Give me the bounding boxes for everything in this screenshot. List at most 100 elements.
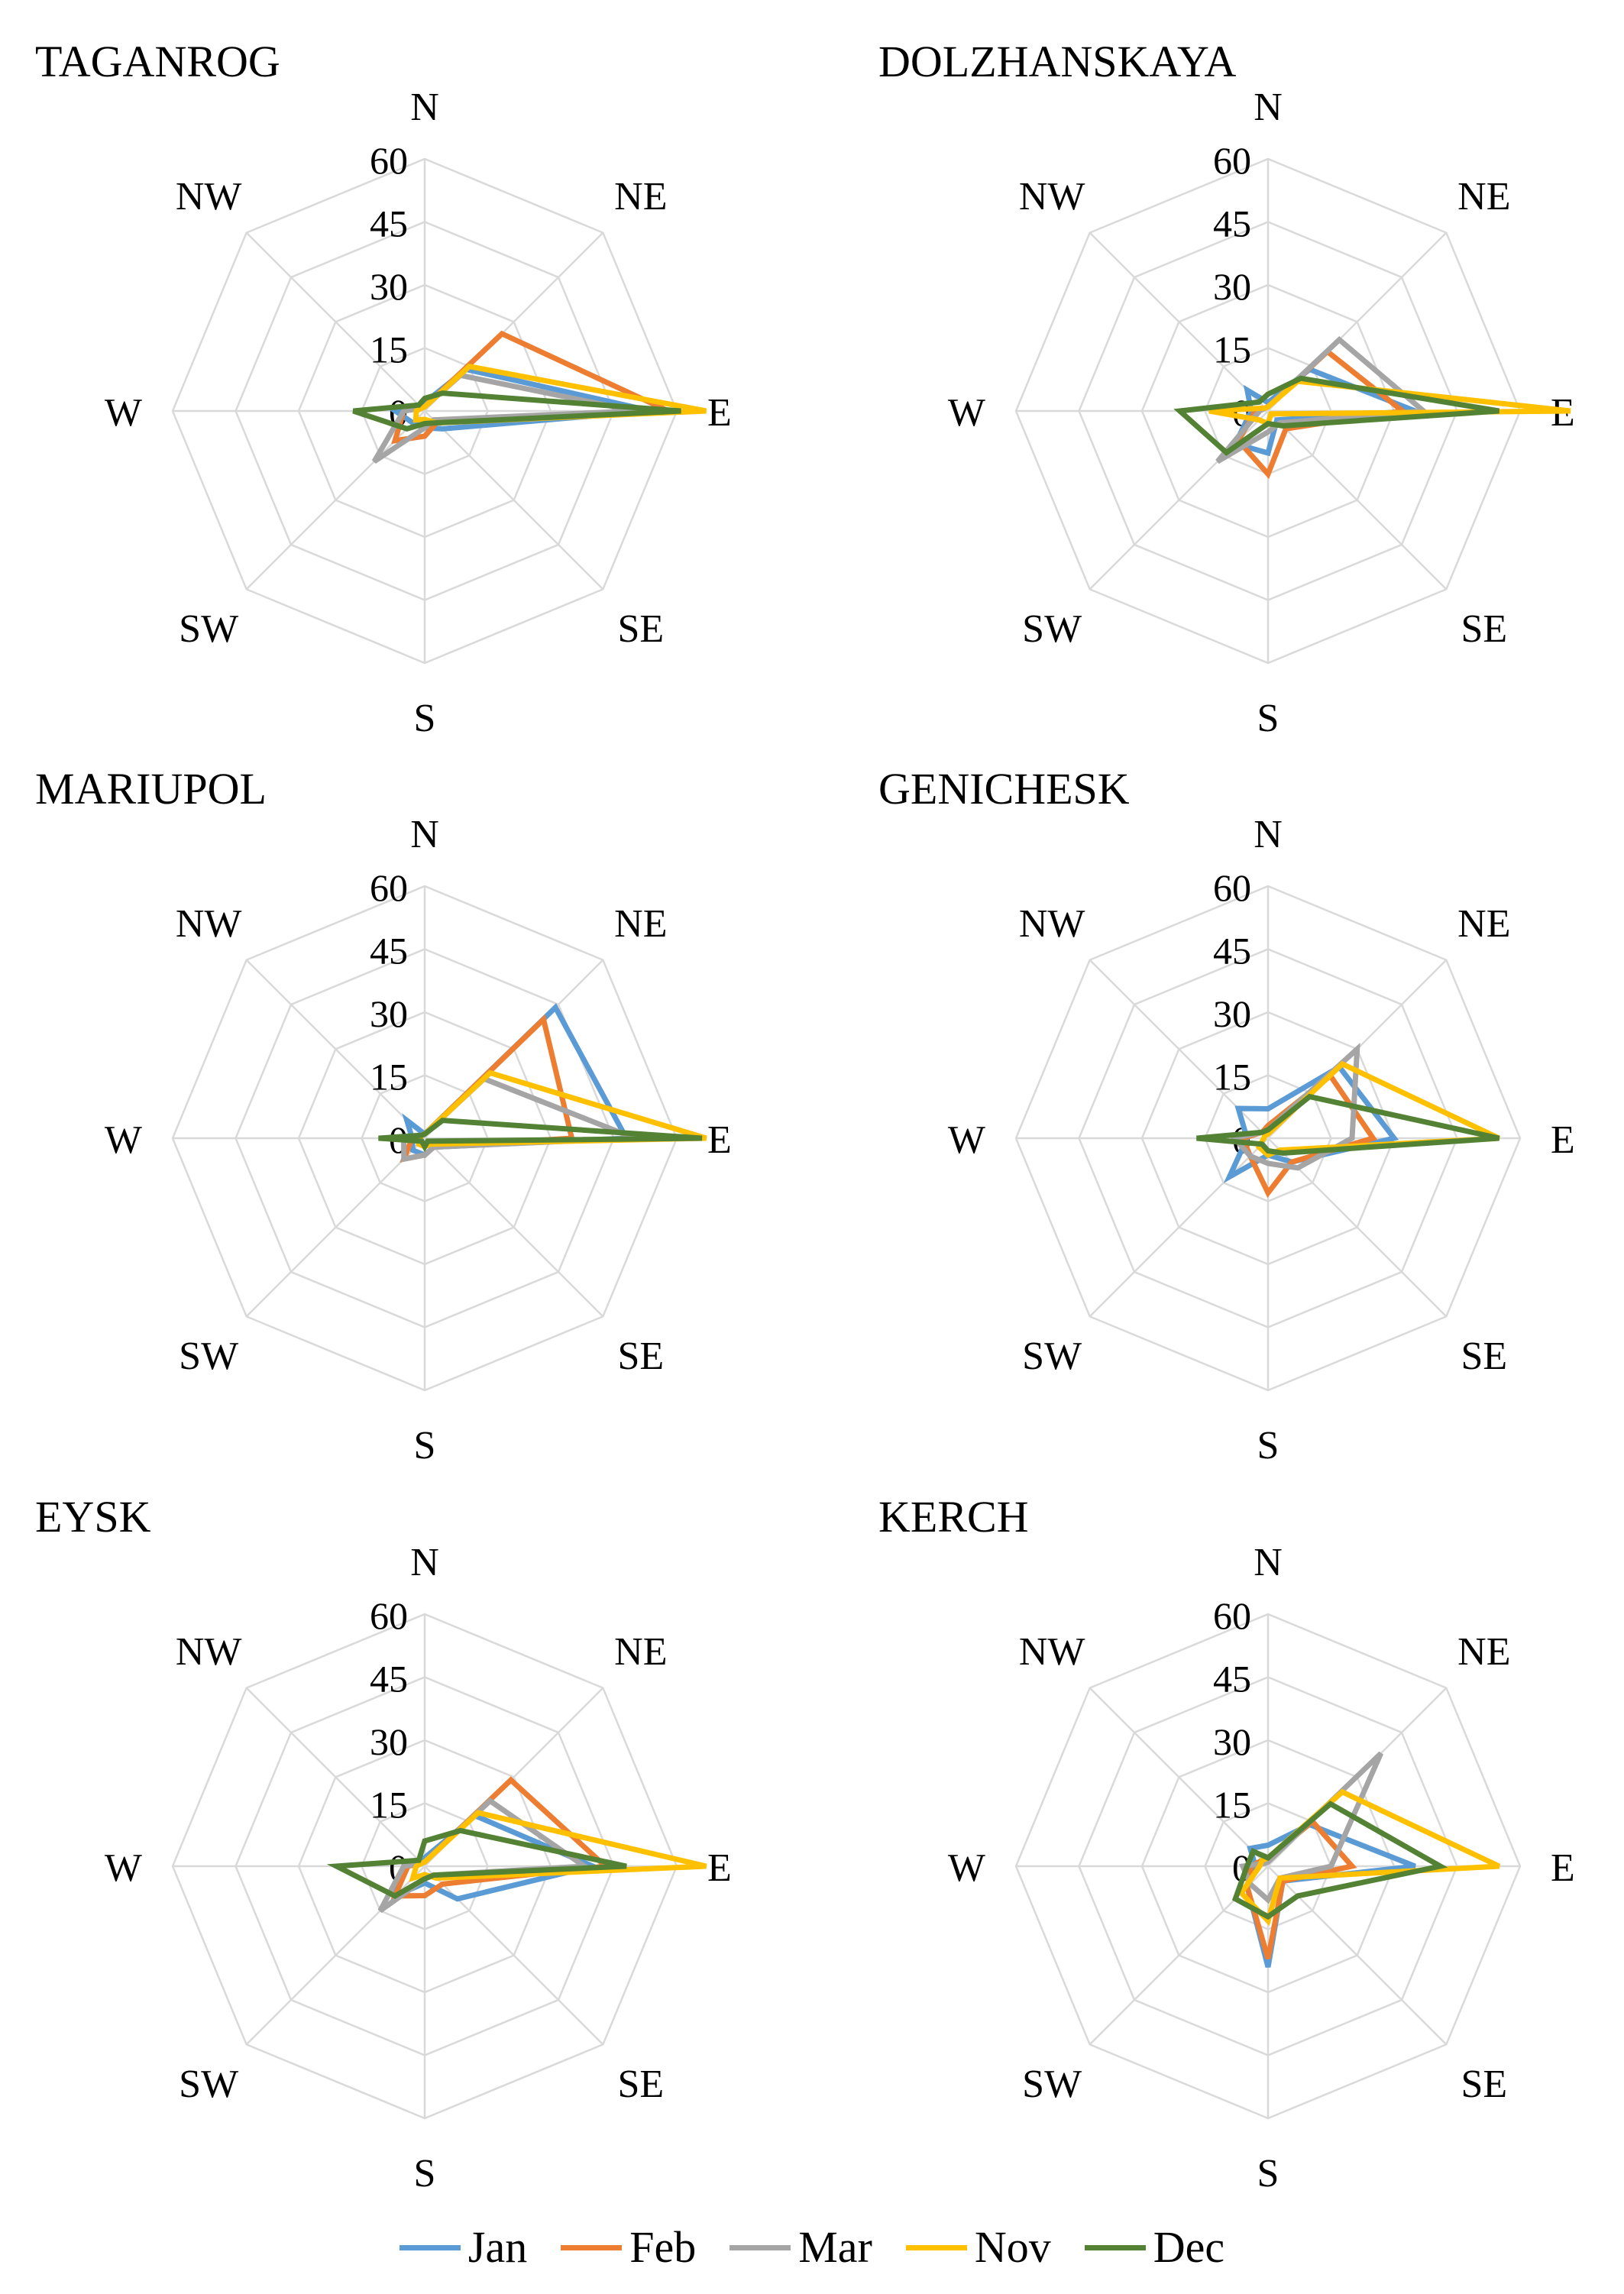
legend-swatch-nov [905,2244,967,2250]
spoke-nw [1089,231,1269,412]
direction-label-nw: NW [176,902,242,946]
tick-label-30: 30 [370,265,408,308]
direction-label-nw: NW [176,1630,242,1674]
direction-label-sw: SW [179,2063,238,2106]
tick-label-60: 60 [1213,1594,1251,1637]
direction-label-s: S [1257,1424,1279,1467]
spoke-se [424,410,604,590]
direction-label-ne: NE [1457,1630,1510,1674]
legend-swatch-mar [730,2244,791,2250]
chart-title-eysk: EYSK [35,1492,151,1542]
direction-label-ne: NE [1457,175,1510,218]
legend-swatch-jan [399,2244,461,2250]
legend-item-jan: Jan [399,2222,528,2272]
legend-item-dec: Dec [1084,2222,1225,2272]
direction-label-ne: NE [614,175,667,218]
direction-label-sw: SW [1022,607,1082,651]
legend-item-feb: Feb [561,2225,696,2270]
tick-label-30: 30 [370,1720,408,1763]
tick-label-60: 60 [370,139,408,182]
direction-label-se: SE [1461,1335,1507,1378]
direction-label-ne: NE [614,902,667,946]
chart-title-mariupol: MARIUPOL [35,764,267,814]
direction-label-se: SE [617,1335,664,1378]
tick-label-45: 45 [1213,1658,1251,1700]
direction-label-nw: NW [1019,1630,1085,1674]
direction-label-w: W [948,391,985,435]
tick-label-45: 45 [1213,930,1251,972]
tick-label-45: 45 [1213,202,1251,245]
legend-label-nov: Nov [974,2222,1051,2272]
spoke-nw [245,959,425,1139]
chart-title-dolzhanskaya: DOLZHANSKAYA [878,37,1236,86]
spoke-nw [245,231,425,412]
direction-label-s: S [1257,697,1279,740]
legend-label-mar: Mar [798,2222,872,2272]
spoke-nw [245,1687,425,1867]
tick-label-30: 30 [1213,265,1251,308]
direction-label-ne: NE [1457,902,1510,946]
direction-label-s: S [414,2152,436,2195]
direction-label-w: W [105,391,142,435]
legend-label-jan: Jan [467,2222,528,2272]
tick-label-15: 15 [370,328,408,371]
tick-label-15: 15 [1213,1784,1251,1826]
legend-item-nov: Nov [905,2222,1051,2272]
direction-label-n: N [410,86,439,129]
legend-swatch-dec [1084,2244,1146,2250]
spoke-nw [1089,1687,1269,1867]
direction-label-n: N [410,1541,439,1584]
tick-label-60: 60 [1213,866,1251,909]
tick-label-30: 30 [1213,1720,1251,1763]
direction-label-nw: NW [1019,175,1085,218]
direction-label-e: E [707,1846,732,1890]
legend-item-mar: Mar [730,2225,872,2270]
legend-label-dec: Dec [1153,2222,1225,2272]
tick-label-30: 30 [1213,992,1251,1035]
direction-label-s: S [414,697,436,740]
direction-label-e: E [707,391,732,435]
direction-label-e: E [1551,1118,1575,1162]
legend-label-feb: Feb [629,2222,697,2272]
direction-label-nw: NW [1019,902,1085,946]
chart-legend: Jan Feb Mar Nov Dec [0,2217,1624,2278]
tick-label-15: 15 [1213,328,1251,371]
direction-label-se: SE [1461,607,1507,651]
tick-label-60: 60 [370,866,408,909]
direction-label-nw: NW [176,175,242,218]
spoke-sw [245,1137,425,1318]
direction-label-n: N [410,813,439,856]
direction-label-se: SE [1461,2063,1507,2106]
tick-label-15: 15 [370,1056,408,1098]
direction-label-sw: SW [179,1335,238,1378]
tick-label-30: 30 [370,992,408,1035]
direction-label-w: W [948,1846,985,1890]
direction-label-w: W [105,1846,142,1890]
tick-label-15: 15 [1213,1056,1251,1098]
direction-label-sw: SW [1022,2063,1082,2106]
direction-label-se: SE [617,2063,664,2106]
spoke-se [424,1137,604,1318]
chart-title-taganrog: TAGANROG [35,37,280,86]
chart-title-genichesk: GENICHESK [878,764,1130,814]
direction-label-n: N [1254,86,1283,129]
direction-label-s: S [1257,2152,1279,2195]
direction-label-w: W [948,1118,985,1162]
tick-label-45: 45 [370,202,408,245]
direction-label-se: SE [617,607,664,651]
tick-label-60: 60 [1213,139,1251,182]
tick-label-15: 15 [370,1784,408,1826]
direction-label-sw: SW [179,607,238,651]
tick-label-45: 45 [370,1658,408,1700]
direction-label-ne: NE [614,1630,667,1674]
spoke-se [1267,410,1448,590]
direction-label-n: N [1254,813,1283,856]
spoke-sw [1089,1137,1269,1318]
direction-label-n: N [1254,1541,1283,1584]
